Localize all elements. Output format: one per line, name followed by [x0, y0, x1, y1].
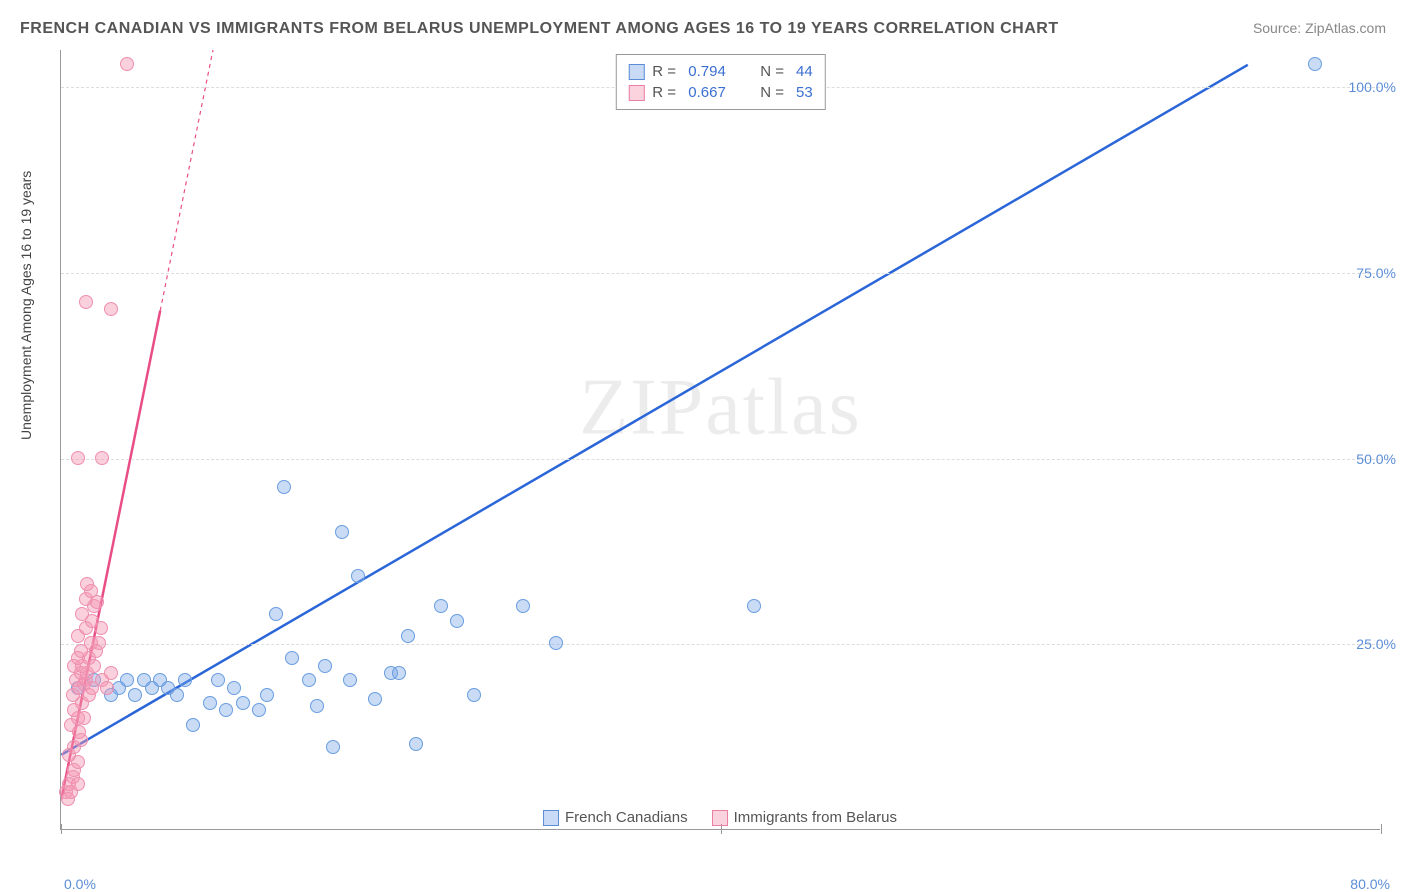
n-label: N = [760, 84, 784, 101]
data-point [104, 666, 118, 680]
gridline [61, 273, 1380, 274]
data-point [87, 659, 101, 673]
legend-row-pink: R = 0.667 N = 53 [628, 82, 812, 103]
data-point [236, 696, 250, 710]
data-point [178, 673, 192, 687]
data-point [120, 673, 134, 687]
data-point [104, 302, 118, 316]
series-legend: French Canadians Immigrants from Belarus [543, 809, 897, 826]
data-point [335, 525, 349, 539]
data-point [79, 295, 93, 309]
n-label: N = [760, 63, 784, 80]
swatch-pink-icon [628, 85, 644, 101]
y-tick-label: 25.0% [1356, 636, 1396, 652]
data-point [392, 666, 406, 680]
data-point [285, 651, 299, 665]
x-tick [61, 824, 62, 834]
plot-region: ZIPatlas R = 0.794 N = 44 R = 0.667 N = … [60, 50, 1380, 830]
data-point [747, 599, 761, 613]
legend-item-pink: Immigrants from Belarus [712, 809, 897, 826]
data-point [260, 688, 274, 702]
swatch-blue-icon [628, 64, 644, 80]
data-point [64, 785, 78, 799]
data-point [351, 569, 365, 583]
legend-row-blue: R = 0.794 N = 44 [628, 61, 812, 82]
source-attribution: Source: ZipAtlas.com [1253, 20, 1386, 36]
data-point [211, 673, 225, 687]
gridline [61, 644, 1380, 645]
x-tick-max: 80.0% [1350, 876, 1390, 892]
y-tick-label: 100.0% [1349, 79, 1396, 95]
data-point [549, 636, 563, 650]
x-tick-min: 0.0% [64, 876, 96, 892]
data-point [170, 688, 184, 702]
data-point [80, 577, 94, 591]
data-point [269, 607, 283, 621]
data-point [120, 57, 134, 71]
y-tick-label: 50.0% [1356, 451, 1396, 467]
data-point [94, 621, 108, 635]
y-tick-label: 75.0% [1356, 265, 1396, 281]
correlation-legend: R = 0.794 N = 44 R = 0.667 N = 53 [615, 54, 825, 110]
data-point [85, 681, 99, 695]
legend-label-pink: Immigrants from Belarus [734, 809, 897, 826]
watermark: ZIPatlas [579, 363, 862, 454]
swatch-pink-icon [712, 810, 728, 826]
chart-area: ZIPatlas R = 0.794 N = 44 R = 0.667 N = … [60, 50, 1380, 830]
data-point [1308, 57, 1322, 71]
data-point [95, 451, 109, 465]
data-point [302, 673, 316, 687]
data-point [409, 737, 423, 751]
data-point [89, 644, 103, 658]
r-label: R = [652, 63, 680, 80]
data-point [467, 688, 481, 702]
legend-label-blue: French Canadians [565, 809, 688, 826]
r-label: R = [652, 84, 680, 101]
data-point [77, 711, 91, 725]
data-point [277, 480, 291, 494]
r-value-pink: 0.667 [688, 84, 740, 101]
swatch-blue-icon [543, 810, 559, 826]
data-point [227, 681, 241, 695]
y-axis-label: Unemployment Among Ages 16 to 19 years [18, 171, 34, 440]
data-point [368, 692, 382, 706]
data-point [401, 629, 415, 643]
data-point [252, 703, 266, 717]
data-point [100, 681, 114, 695]
data-point [128, 688, 142, 702]
data-point [326, 740, 340, 754]
data-point [310, 699, 324, 713]
data-point [203, 696, 217, 710]
n-value-blue: 44 [796, 63, 813, 80]
chart-title: FRENCH CANADIAN VS IMMIGRANTS FROM BELAR… [20, 20, 1059, 38]
data-point [219, 703, 233, 717]
n-value-pink: 53 [796, 84, 813, 101]
data-point [450, 614, 464, 628]
data-point [186, 718, 200, 732]
data-point [434, 599, 448, 613]
x-tick [1381, 824, 1382, 834]
data-point [318, 659, 332, 673]
r-value-blue: 0.794 [688, 63, 740, 80]
data-point [343, 673, 357, 687]
legend-item-blue: French Canadians [543, 809, 688, 826]
gridline [61, 459, 1380, 460]
data-point [71, 451, 85, 465]
data-point [72, 725, 86, 739]
data-point [516, 599, 530, 613]
